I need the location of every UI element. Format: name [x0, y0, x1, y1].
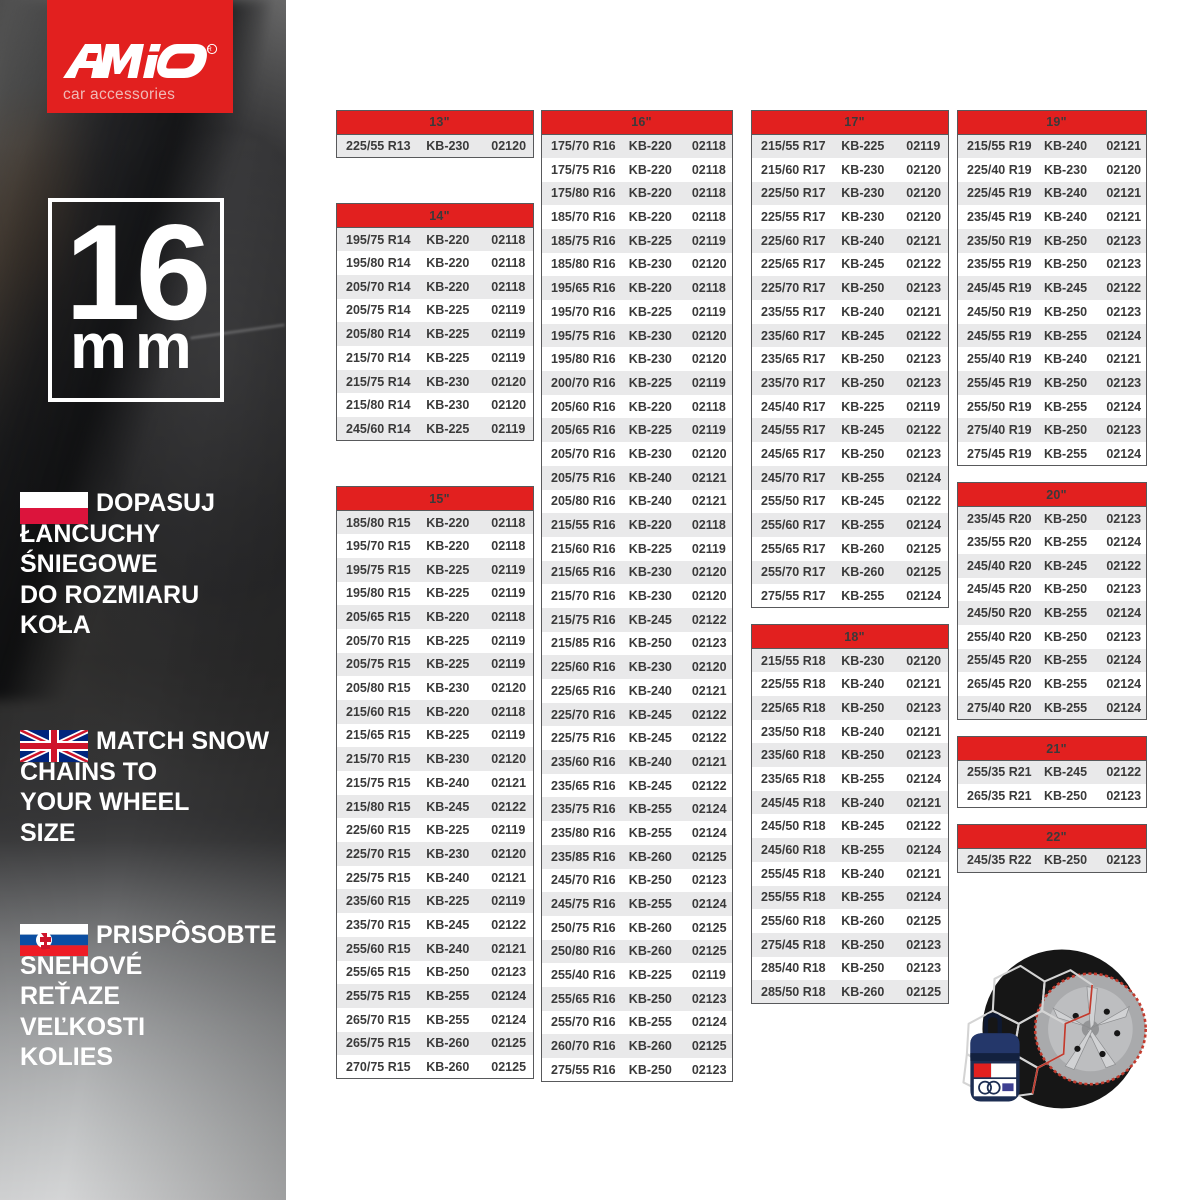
svg-text:R: R: [207, 47, 212, 53]
